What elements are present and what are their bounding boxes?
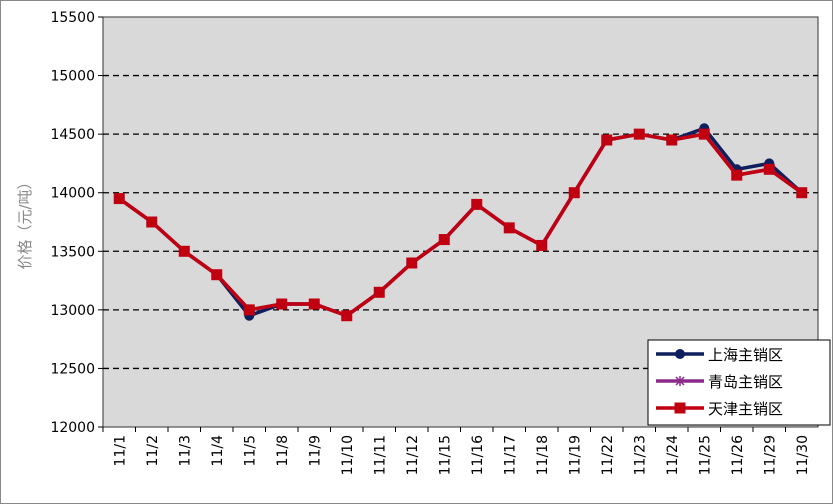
data-point	[666, 134, 678, 146]
data-point	[276, 298, 288, 310]
data-point	[674, 402, 686, 414]
y-tick-label: 14500	[50, 127, 95, 143]
data-point	[373, 286, 385, 298]
x-tick-label: 11/11	[372, 435, 388, 475]
y-tick-label: 13000	[50, 303, 95, 319]
series-line	[118, 132, 803, 318]
data-point	[146, 216, 158, 228]
x-tick-label: 11/24	[665, 435, 681, 475]
x-tick-label: 11/15	[437, 435, 453, 475]
data-point	[243, 304, 255, 316]
data-point	[211, 269, 223, 281]
data-point	[113, 193, 125, 205]
data-point	[675, 349, 685, 359]
data-point	[568, 187, 580, 199]
y-tick-label: 15500	[50, 10, 95, 26]
data-point	[763, 163, 775, 175]
x-tick-label: 11/1	[112, 435, 128, 466]
x-tick-label: 11/5	[242, 435, 258, 466]
data-point	[536, 239, 548, 251]
data-point	[406, 257, 418, 269]
y-tick-label: 14000	[50, 186, 95, 202]
y-tick-label: 15000	[50, 69, 95, 85]
data-point	[731, 169, 743, 181]
data-point	[438, 234, 450, 246]
data-point	[178, 245, 190, 257]
y-tick-label: 13500	[50, 244, 95, 260]
x-tick-label: 11/17	[502, 435, 518, 475]
x-tick-label: 11/19	[567, 435, 583, 475]
data-point	[341, 310, 353, 322]
y-tick-label: 12000	[50, 420, 95, 436]
x-tick-label: 11/3	[177, 435, 193, 466]
x-tick-label: 11/8	[275, 435, 291, 466]
data-point	[308, 298, 320, 310]
x-tick-label: 11/25	[697, 435, 713, 475]
legend-label: 天津主销区	[708, 400, 783, 418]
data-point	[601, 134, 613, 146]
x-tick-label: 11/16	[470, 435, 486, 475]
data-point	[796, 187, 808, 199]
data-point	[698, 128, 710, 140]
x-tick-label: 11/26	[730, 435, 746, 475]
x-tick-label: 11/2	[145, 435, 161, 466]
data-point	[675, 376, 685, 386]
x-tick-label: 11/30	[795, 435, 811, 475]
x-tick-label: 11/10	[340, 435, 356, 475]
x-tick-label: 11/22	[600, 435, 616, 475]
x-tick-label: 11/29	[762, 435, 778, 475]
y-tick-label: 12500	[50, 361, 95, 377]
data-point	[633, 128, 645, 140]
data-point	[471, 198, 483, 210]
x-tick-label: 11/18	[535, 435, 551, 475]
x-tick-label: 11/23	[632, 435, 648, 475]
legend-label: 上海主销区	[708, 346, 783, 364]
data-point	[503, 222, 515, 234]
series-2	[113, 128, 808, 322]
legend-label: 青岛主销区	[708, 373, 783, 391]
x-tick-label: 11/9	[307, 435, 323, 466]
x-tick-label: 11/4	[210, 435, 226, 467]
y-axis-label: 价格（元/吨）	[16, 174, 34, 269]
x-tick-label: 11/12	[405, 435, 421, 475]
